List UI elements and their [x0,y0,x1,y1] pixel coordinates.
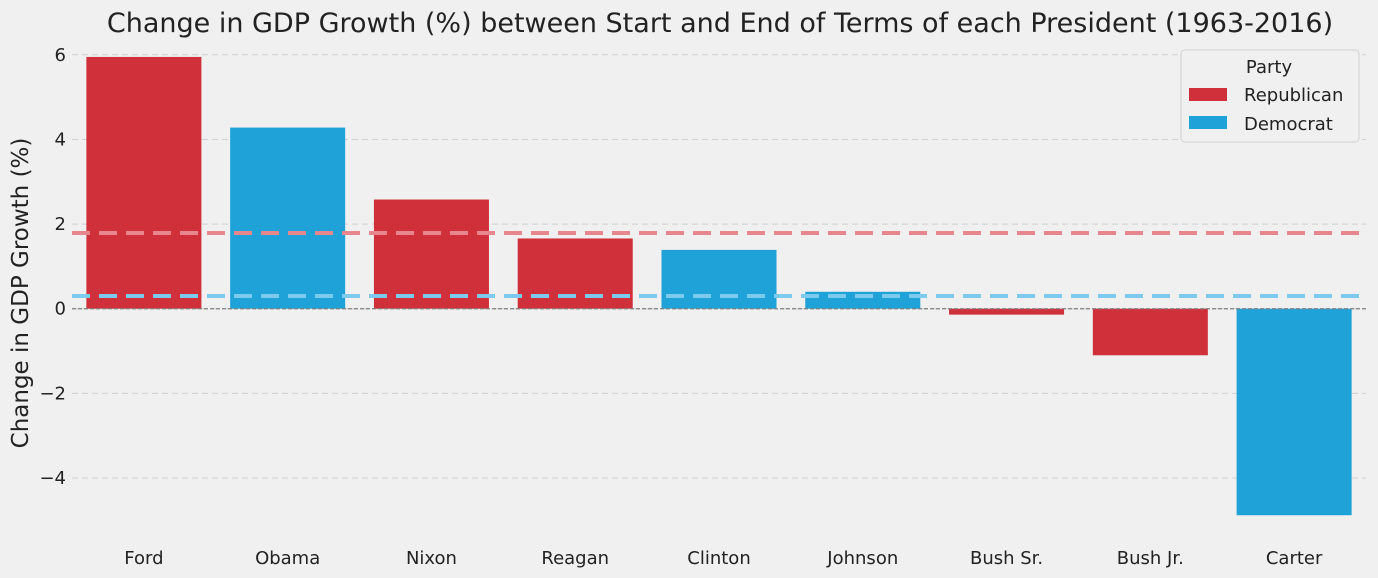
y-axis-label: Change in GDP Growth (%) [8,138,34,449]
x-tick-label: Clinton [687,548,750,569]
chart-title: Change in GDP Growth (%) between Start a… [107,8,1333,39]
y-tick-label: 6 [55,45,66,66]
legend-title: Party [1246,57,1293,78]
bar-ford [86,56,202,309]
x-tick-label: Bush Sr. [970,548,1043,569]
bar-bush-jr [1092,308,1208,356]
x-tick-label: Johnson [826,548,898,569]
bar-carter [1236,308,1352,516]
y-tick-label: −2 [39,383,66,404]
x-tick-label: Ford [124,548,163,569]
bar-bush-sr [949,308,1065,315]
legend-label-republican: Republican [1244,85,1343,106]
y-tick-label: 4 [55,129,66,150]
bars [86,56,1352,516]
y-tick-label: 0 [55,299,66,320]
legend-swatch-democrat [1189,116,1227,129]
bar-clinton [661,249,777,309]
y-tick-labels: −4 −2 0 2 4 6 [39,45,66,489]
x-tick-label: Reagan [541,548,609,569]
legend-swatch-republican [1189,88,1227,101]
y-tick-label: 2 [55,214,66,235]
bar-obama [230,127,346,309]
bar-nixon [373,199,489,309]
x-tick-label: Obama [255,548,320,569]
x-tick-label: Carter [1266,548,1323,569]
x-tick-labels: Ford Obama Nixon Reagan Clinton Johnson Bush S… [124,548,1323,569]
x-tick-label: Bush Jr. [1117,548,1184,569]
legend: Party Republican Democrat [1180,49,1360,143]
bar-reagan [517,238,633,309]
x-tick-label: Nixon [406,548,457,569]
y-tick-label: −4 [39,468,66,489]
legend-label-democrat: Democrat [1244,114,1333,135]
